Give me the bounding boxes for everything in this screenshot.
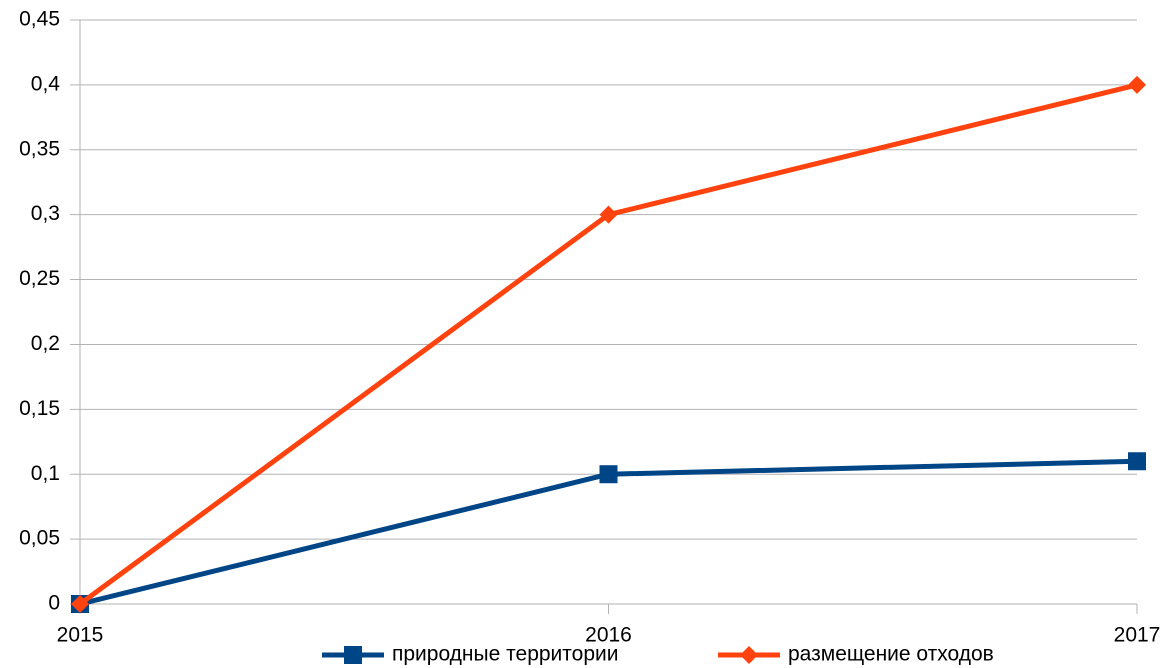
y-tick-label: 0,45 <box>19 8 60 31</box>
y-tick-label: 0 <box>48 592 60 615</box>
data-point <box>599 205 618 224</box>
y-tick-label: 0,35 <box>19 137 60 160</box>
data-point <box>1128 452 1146 471</box>
legend-marker <box>344 646 362 664</box>
data-point <box>1128 75 1146 94</box>
x-tick-label: 2015 <box>57 624 104 647</box>
legend-label: природные территории <box>392 643 619 666</box>
legend-label: размещение отходов <box>788 643 994 666</box>
data-point <box>71 595 89 613</box>
x-tick-label: 2016 <box>585 624 632 647</box>
y-tick-label: 0,15 <box>19 397 60 420</box>
y-tick-label: 0,3 <box>31 202 60 225</box>
legend-marker <box>740 646 758 664</box>
y-tick-label: 0,05 <box>19 527 60 550</box>
y-tick-label: 0,25 <box>19 267 60 290</box>
y-tick-label: 0,2 <box>31 332 60 355</box>
y-tick-label: 0,1 <box>31 462 60 485</box>
x-tick-label: 2017 <box>1114 624 1161 647</box>
y-tick-label: 0,4 <box>31 72 61 95</box>
data-point <box>599 465 618 484</box>
